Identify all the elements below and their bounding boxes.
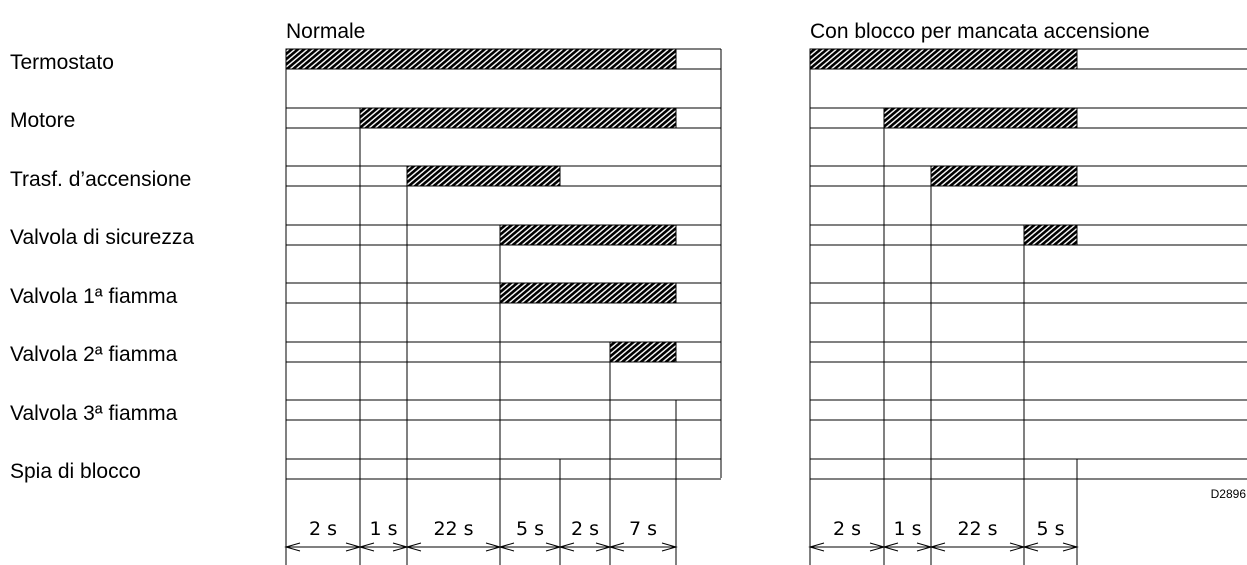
duration-label: 1 s — [369, 518, 397, 540]
panel-title-normale: Normale — [286, 20, 365, 43]
arrow-left-head — [358, 542, 375, 552]
on-bar-termostato — [809, 48, 1078, 70]
row-label-valvola-3-fiamma: Valvola 3ª fiamma — [10, 402, 178, 425]
duration-label: 7 s — [629, 518, 657, 540]
arrow-left-head — [1022, 542, 1039, 552]
arrow-left-head — [929, 542, 946, 552]
on-bar-valvola-1-fiamma — [499, 282, 677, 304]
arrow-right-head — [1062, 542, 1079, 552]
panel-durations: 2 s 1 s 22 s 5 s 2 s 7 s — [284, 518, 678, 552]
duration-label: 5 s — [1036, 518, 1064, 540]
panel-durations: 2 s 1 s 22 s 5 s — [808, 518, 1079, 552]
on-bar-valvola-di-sicurezza — [1023, 224, 1078, 246]
on-bar-trasf-d-accensione — [406, 165, 561, 187]
row-label-trasf-accensione: Trasf. d’accensione — [10, 168, 191, 191]
row-label-valvola-2-fiamma: Valvola 2ª fiamma — [10, 343, 178, 366]
on-bar-termostato — [285, 48, 677, 70]
duration-label: 5 s — [516, 518, 544, 540]
arrow-left-head — [405, 542, 422, 552]
row-label-motore: Motore — [10, 109, 75, 132]
duration-label: 22 s — [433, 518, 473, 540]
duration-label: 2 s — [833, 518, 861, 540]
arrow-left-head — [558, 542, 575, 552]
row-label-valvola-1-fiamma: Valvola 1ª fiamma — [10, 285, 178, 308]
arrow-left-head — [608, 542, 625, 552]
panel-bars — [809, 48, 1078, 246]
on-bar-motore — [883, 107, 1078, 129]
row-label-valvola-sicurezza: Valvola di sicurezza — [10, 226, 194, 249]
duration-label: 1 s — [893, 518, 921, 540]
duration-label: 2 s — [309, 518, 337, 540]
on-bar-valvola-2-fiamma — [609, 341, 677, 363]
duration-label: 22 s — [957, 518, 997, 540]
row-label-termostato: Termostato — [10, 51, 114, 74]
drawing-code: D2896 — [1211, 487, 1247, 501]
on-bar-trasf-d-accensione — [930, 165, 1078, 187]
on-bar-motore — [359, 107, 677, 129]
panel-normale: Normale 2 s 1 s 22 s 5 s 2 s 7 s — [284, 20, 722, 565]
panel-bars — [285, 48, 677, 363]
on-bar-valvola-di-sicurezza — [499, 224, 677, 246]
arrow-left-head — [808, 542, 825, 552]
duration-label: 2 s — [571, 518, 599, 540]
row-label-spia-blocco: Spia di blocco — [10, 460, 141, 483]
row-labels: Termostato Motore Trasf. d’accensione Va… — [10, 51, 194, 483]
arrow-left-head — [284, 542, 301, 552]
arrow-left-head — [498, 542, 515, 552]
arrow-left-head — [882, 542, 899, 552]
arrow-right-head — [661, 542, 678, 552]
panel-blocco: Con blocco per mancata accensione 2 s 1 s… — [808, 20, 1247, 565]
panel-title-blocco: Con blocco per mancata accensione — [810, 20, 1150, 43]
